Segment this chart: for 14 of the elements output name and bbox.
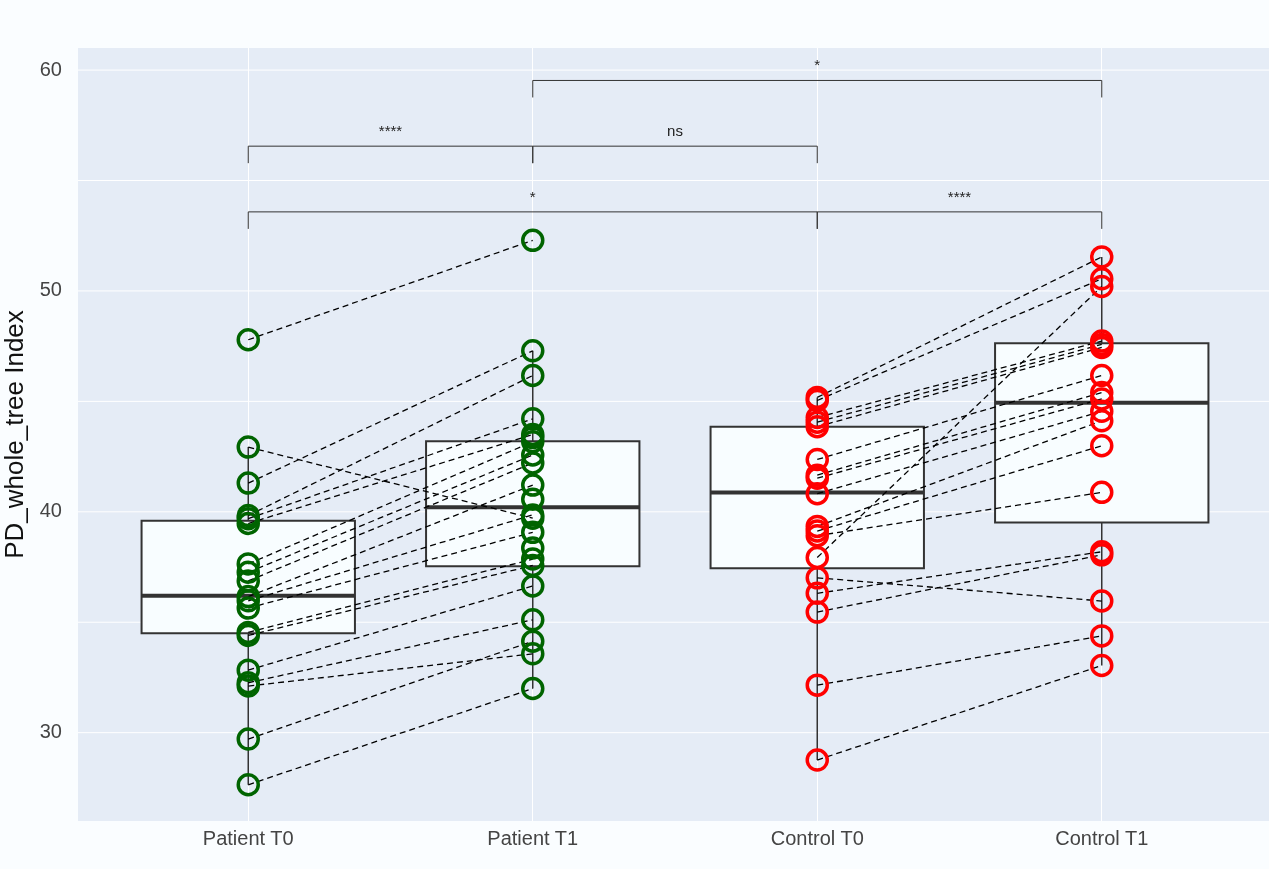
annotation: ****: [947, 187, 972, 205]
y-axis-title: PD_whole_tree Index: [0, 310, 29, 559]
x-tick-label: Control T1: [1055, 826, 1149, 849]
annotation: *: [814, 56, 821, 74]
annotation: *: [529, 187, 536, 205]
y-tick-label: 40: [39, 499, 62, 522]
y-tick-label: 60: [39, 57, 62, 80]
x-tick-label: Control T0: [770, 826, 864, 849]
annotation: ns: [667, 121, 683, 139]
y-tick-label: 30: [39, 720, 62, 743]
annotation: ****: [378, 121, 403, 139]
y-tick-label: 50: [39, 278, 62, 301]
x-tick-label: Patient T1: [487, 826, 579, 849]
x-tick-label: Patient T0: [202, 826, 294, 849]
